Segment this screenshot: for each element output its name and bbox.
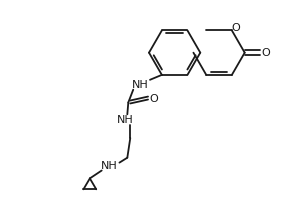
Text: O: O bbox=[231, 23, 240, 33]
Text: O: O bbox=[150, 94, 158, 104]
Text: NH: NH bbox=[132, 80, 148, 90]
Text: NH: NH bbox=[101, 161, 118, 171]
Text: NH: NH bbox=[117, 115, 134, 125]
Text: O: O bbox=[261, 48, 270, 58]
